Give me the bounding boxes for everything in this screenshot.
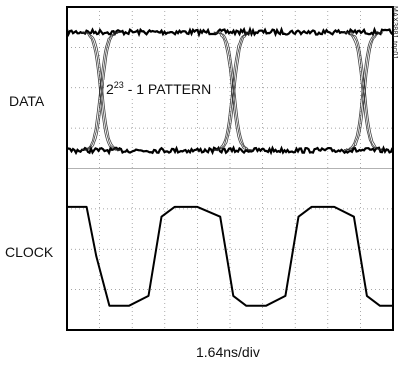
data-high-level (65, 26, 394, 38)
data-eye-transition (343, 32, 383, 151)
data-eye-transition (81, 31, 121, 151)
data-eye-transition (81, 31, 121, 152)
data-eye-transition (213, 31, 253, 152)
plot-frame (66, 6, 394, 331)
data-eye-transition (344, 31, 383, 151)
data-eye-transition (344, 32, 383, 151)
data-eye-transition (344, 31, 383, 151)
figure-id: MAX3881 toc01 (391, 6, 398, 60)
data-channel-label: DATA (9, 93, 45, 109)
timebase-label: 1.64ns/div (196, 344, 260, 360)
graticule (67, 7, 393, 330)
data-eye-transition (213, 31, 253, 151)
data-eye-transition (213, 31, 253, 152)
pattern-exponent: 23 (113, 80, 124, 90)
pattern-annotation: 223 - 1 PATTERN (104, 80, 214, 97)
clock-trace (67, 205, 393, 307)
data-eye-transition (213, 31, 253, 151)
data-low-level (66, 145, 394, 156)
data-eye-transition (344, 31, 383, 151)
pattern-text: - 1 PATTERN (123, 81, 212, 97)
traces (65, 26, 394, 307)
data-eye-transition (344, 31, 383, 151)
data-eye-transition (81, 31, 121, 151)
data-eye-transition (213, 31, 253, 152)
clock-channel-label: CLOCK (5, 244, 54, 260)
data-eye-transition (81, 31, 121, 151)
data-eye-transition (81, 31, 121, 151)
pattern-base: 2 (106, 81, 114, 97)
data-eye-transition (81, 31, 121, 151)
